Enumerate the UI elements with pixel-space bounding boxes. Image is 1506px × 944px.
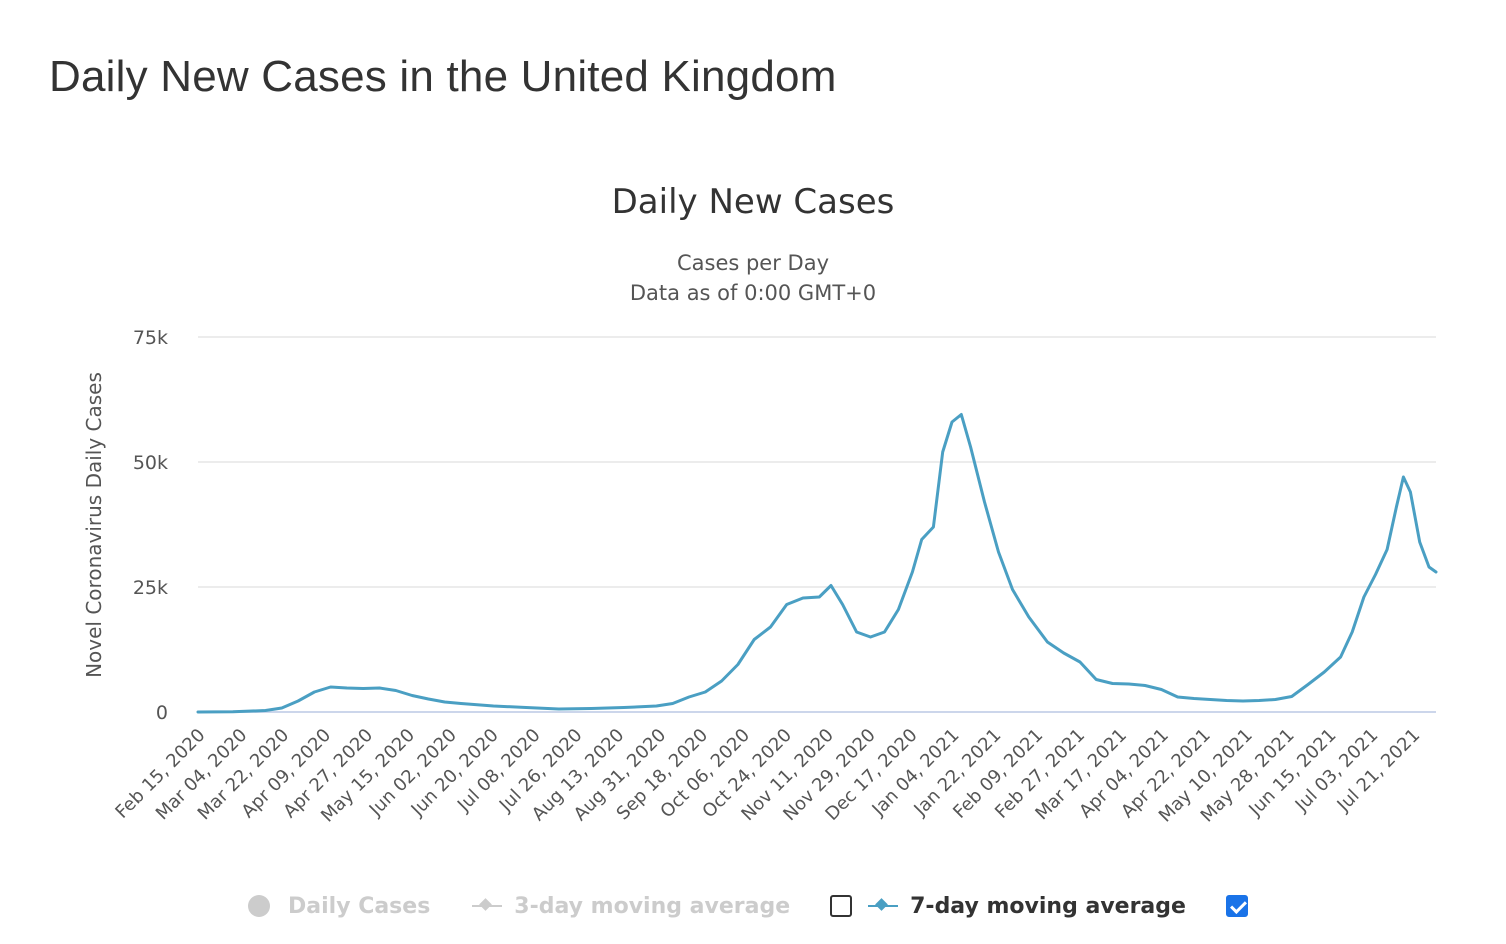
7-day-average-checkbox[interactable]: [1225, 895, 1248, 917]
series-line: [196, 413, 1438, 714]
line-marker-icon: [472, 898, 503, 914]
line-marker-icon: [868, 898, 899, 914]
legend-label: 3-day moving average: [514, 893, 791, 919]
legend-item-3-day-average[interactable]: 3-day moving average: [472, 894, 790, 919]
y-tick-label: 75k: [133, 327, 168, 349]
gridlines: [198, 336, 1436, 588]
legend: Daily Cases 3-day moving average 7-day m…: [248, 888, 1248, 924]
y-axis-label: Novel Coronavirus Daily Cases: [82, 372, 106, 678]
legend-label: Daily Cases: [288, 893, 431, 919]
legend-label: 7-day moving average: [910, 893, 1186, 919]
page-title: Daily New Cases in the United Kingdom: [49, 52, 837, 101]
legend-item-7-day-average[interactable]: 7-day moving average: [868, 894, 1186, 919]
chart-subtitle-line: Data as of 0:00 GMT+0: [630, 281, 876, 305]
3-day-average-checkbox[interactable]: [830, 895, 853, 917]
y-tick-label: 50k: [133, 452, 168, 474]
y-tick-label: 25k: [133, 577, 168, 599]
y-tick-label: 0: [156, 702, 168, 724]
chart-subtitle-line: Cases per Day: [677, 251, 829, 275]
series-area: [196, 413, 1438, 714]
chart-title: Daily New Cases: [612, 182, 895, 222]
legend-item-daily-cases[interactable]: Daily Cases: [248, 894, 430, 919]
circle-marker-icon: [248, 895, 270, 917]
y-axis-ticks: 0 25k 50k 75k: [133, 327, 168, 724]
